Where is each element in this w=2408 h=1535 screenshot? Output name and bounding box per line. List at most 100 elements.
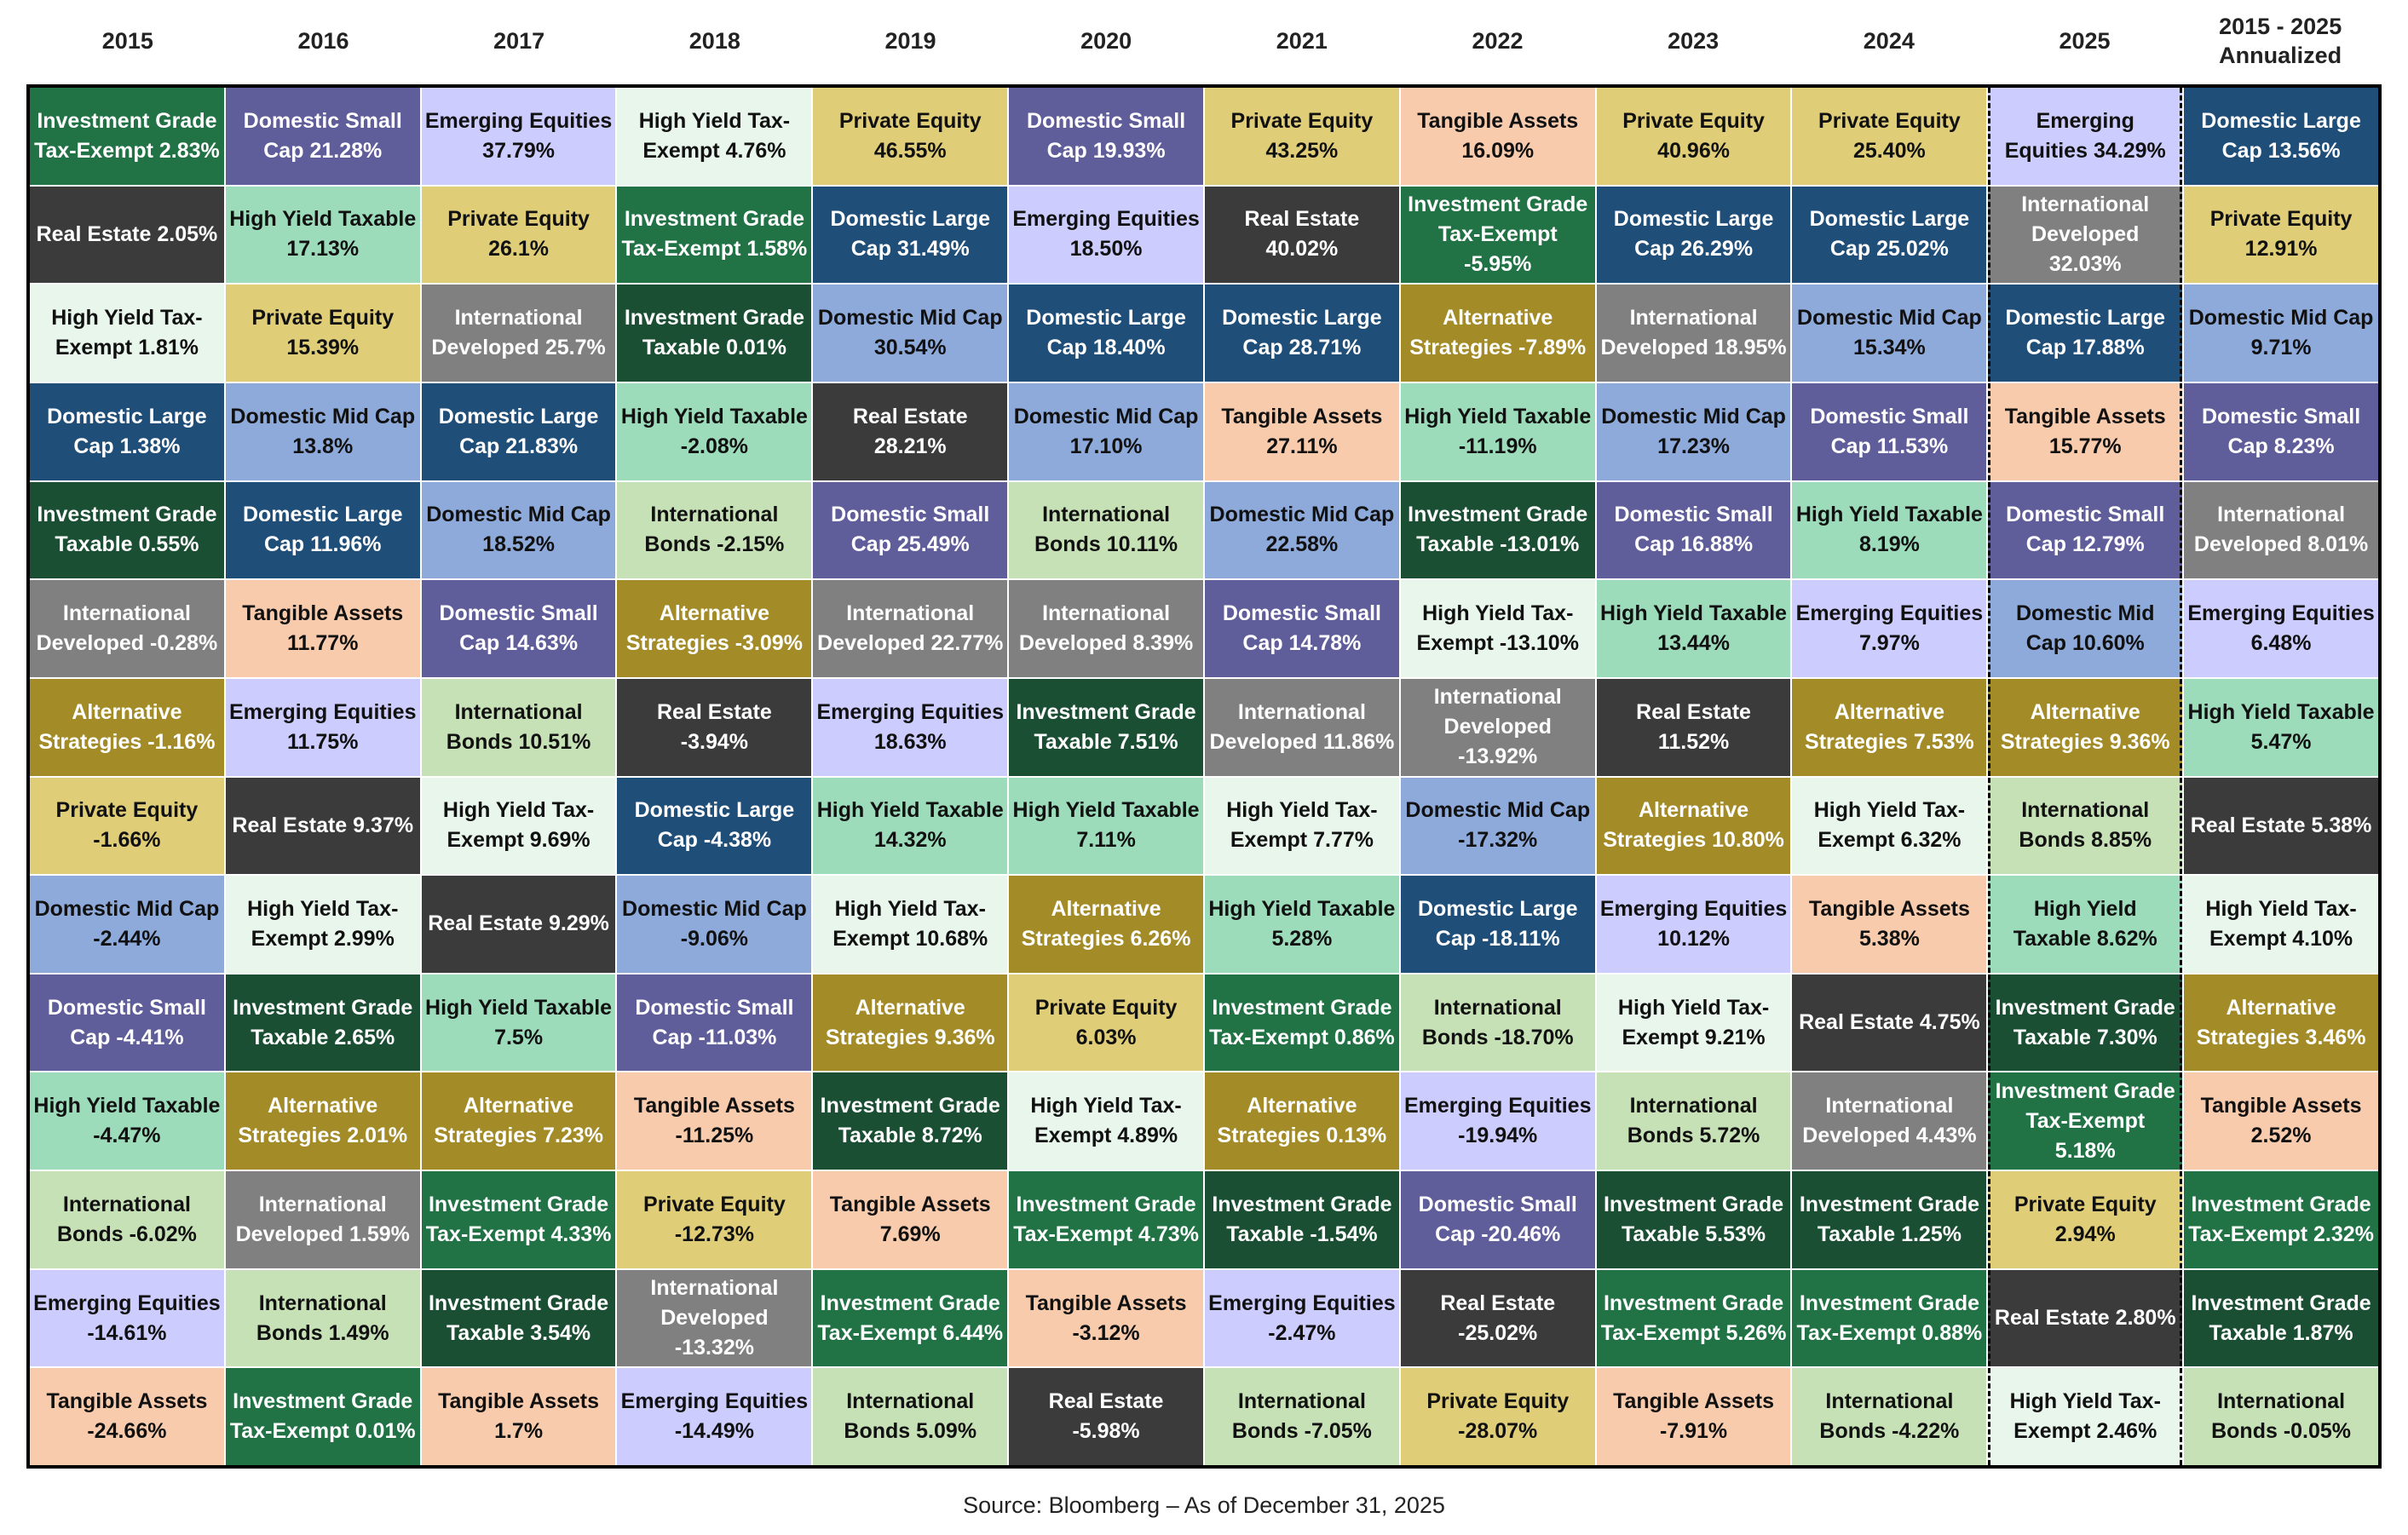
cell-text: International Bonds -18.70% <box>1404 993 1592 1053</box>
asset-name: Private Equity <box>1426 1389 1570 1414</box>
asset-return: -5.95% <box>1464 251 1532 276</box>
asset-name: Alternative Strategies <box>434 1094 574 1148</box>
asset-return: 4.43% <box>1915 1124 1977 1148</box>
asset-name: International Developed <box>1433 685 1562 739</box>
return-cell: High Yield Tax-Exempt 4.89% <box>1009 1072 1203 1170</box>
asset-return: 10.11% <box>1106 532 1178 557</box>
asset-return: 5.26% <box>1725 1320 1787 1345</box>
cell-text: Domestic Small Cap 25.49% <box>816 500 1004 560</box>
asset-return: 13.8% <box>292 434 354 458</box>
cell-text: International Bonds 8.85% <box>1994 796 2176 855</box>
asset-name: Emerging Equities <box>1208 1291 1396 1315</box>
asset-return: 7.5% <box>494 1025 544 1049</box>
return-cell: Domestic Small Cap 11.53% <box>1792 382 1987 480</box>
asset-return: 10.80% <box>1712 828 1784 853</box>
asset-name: High Yield Taxable <box>1600 601 1788 626</box>
asset-name: Alternative Strategies <box>1603 798 1749 853</box>
asset-name: International Bonds <box>2019 798 2150 853</box>
asset-name: High Yield Taxable <box>1795 503 1983 527</box>
asset-return: -2.08% <box>680 434 749 458</box>
return-cell: Investment Grade Tax-Exempt 6.44% <box>813 1269 1008 1367</box>
asset-name: Tangible Assets <box>1613 1389 1775 1414</box>
return-cell: International Developed 32.03% <box>1988 186 2183 284</box>
return-cell: Domestic Large Cap 25.02% <box>1792 186 1987 284</box>
cell-text: Investment Grade Taxable -1.54% <box>1208 1190 1396 1250</box>
asset-return: 8.62% <box>2096 926 2157 951</box>
asset-return: 2.94% <box>2054 1222 2116 1246</box>
cell-text: Investment Grade Tax-Exempt -5.95% <box>1404 190 1592 279</box>
return-cell: International Bonds 8.85% <box>1988 777 2183 875</box>
cell-text: Alternative Strategies 9.36% <box>1994 698 2176 757</box>
cell-text: International Developed 25.7% <box>425 303 613 363</box>
return-cell: Investment Grade Taxable 0.55% <box>30 481 224 579</box>
asset-return: 0.01% <box>354 1419 416 1444</box>
return-cell: Investment Grade Tax-Exempt 0.88% <box>1792 1269 1987 1367</box>
asset-return: 9.21% <box>1704 1025 1766 1049</box>
asset-name: Alternative Strategies <box>1409 306 1553 360</box>
return-cell: International Bonds -6.02% <box>30 1171 224 1268</box>
return-cell: Domestic Small Cap 16.88% <box>1596 481 1791 579</box>
return-cell: Investment Grade Taxable 7.51% <box>1009 678 1203 776</box>
asset-return: 40.02% <box>1265 237 1339 262</box>
return-cell: High Yield Tax-Exempt 7.77% <box>1204 777 1399 875</box>
asset-name: Private Equity <box>1622 108 1765 133</box>
cell-text: Investment Grade Tax-Exempt 4.33% <box>425 1190 613 1250</box>
cell-text: International Bonds -4.22% <box>1795 1387 1983 1446</box>
asset-return: 7.69% <box>879 1222 941 1246</box>
cell-text: International Developed 4.43% <box>1795 1091 1983 1151</box>
asset-return: 5.38% <box>2311 813 2372 837</box>
asset-return: 10.51% <box>518 729 591 754</box>
cell-text: Investment Grade Tax-Exempt 2.83% <box>33 106 221 166</box>
return-cell: Private Equity 6.03% <box>1009 974 1203 1072</box>
asset-name: Domestic Large Cap <box>1613 207 1774 262</box>
cell-text: Emerging Equities -14.49% <box>620 1387 808 1446</box>
asset-name: Emerging Equities <box>424 108 613 133</box>
asset-name: High Yield Tax-Exempt <box>1030 1094 1182 1148</box>
return-cell: Private Equity 15.39% <box>225 285 420 382</box>
asset-return: 28.21% <box>873 434 947 458</box>
asset-name: Private Equity <box>1230 108 1374 133</box>
cell-text: Domestic Large Cap -4.38% <box>620 796 808 855</box>
cell-text: Tangible Assets -3.12% <box>1012 1289 1200 1348</box>
asset-return: 18.63% <box>873 729 947 754</box>
return-cell: Investment Grade Taxable 5.53% <box>1596 1171 1791 1268</box>
return-cell: Tangible Assets 16.09% <box>1400 88 1595 185</box>
cell-text: Tangible Assets 2.52% <box>2187 1091 2375 1151</box>
return-cell: Domestic Mid Cap 17.23% <box>1596 382 1791 480</box>
return-cell: Investment Grade Tax-Exempt 1.58% <box>617 186 812 284</box>
cell-text: High Yield Taxable 7.5% <box>425 993 613 1053</box>
return-cell: Investment Grade Tax-Exempt 2.83% <box>30 88 224 185</box>
asset-name: Domestic Mid Cap <box>2188 306 2374 331</box>
cell-text: International Developed -13.32% <box>620 1273 808 1363</box>
asset-return: 11.52% <box>1657 729 1730 754</box>
asset-return: 4.33% <box>550 1222 612 1246</box>
asset-return: -14.61% <box>87 1320 167 1345</box>
cell-text: Alternative Strategies -7.89% <box>1404 303 1592 363</box>
return-cell: International Developed 18.95% <box>1596 285 1791 382</box>
return-cell: Domestic Mid Cap -17.32% <box>1400 777 1595 875</box>
return-cell: Domestic Small Cap 8.23% <box>2184 382 2378 480</box>
asset-name: Domestic Large Cap <box>1809 207 1970 262</box>
asset-return: -0.28% <box>150 631 218 656</box>
asset-name: Domestic Large Cap <box>830 207 991 262</box>
asset-return: 5.47% <box>2250 729 2312 754</box>
asset-return: -11.19% <box>1458 434 1537 458</box>
asset-return: 8.01% <box>2307 532 2369 557</box>
asset-return: -11.25% <box>675 1124 754 1148</box>
cell-text: International Bonds -2.15% <box>620 500 808 560</box>
return-cell: High Yield Taxable -11.19% <box>1400 382 1595 480</box>
asset-name: Private Equity <box>838 108 982 133</box>
cell-text: Real Estate -5.98% <box>1012 1387 1200 1446</box>
asset-name: Domestic Mid Cap <box>1209 503 1395 527</box>
return-cell: High Yield Tax-Exempt -13.10% <box>1400 580 1595 677</box>
asset-return: 8.72% <box>921 1124 982 1148</box>
asset-name: Tangible Assets <box>242 601 404 626</box>
asset-return: 34.29% <box>2093 138 2166 163</box>
cell-text: Domestic Mid Cap 15.34% <box>1795 303 1983 363</box>
asset-name: Domestic Mid Cap <box>426 503 611 527</box>
cell-text: Alternative Strategies 6.26% <box>1012 894 1200 954</box>
return-cell: Emerging Equities 7.97% <box>1792 580 1987 677</box>
asset-name: International Developed <box>2193 503 2346 557</box>
return-cell: Investment Grade Taxable 2.65% <box>225 974 420 1072</box>
return-cell: Domestic Small Cap 14.78% <box>1204 580 1399 677</box>
